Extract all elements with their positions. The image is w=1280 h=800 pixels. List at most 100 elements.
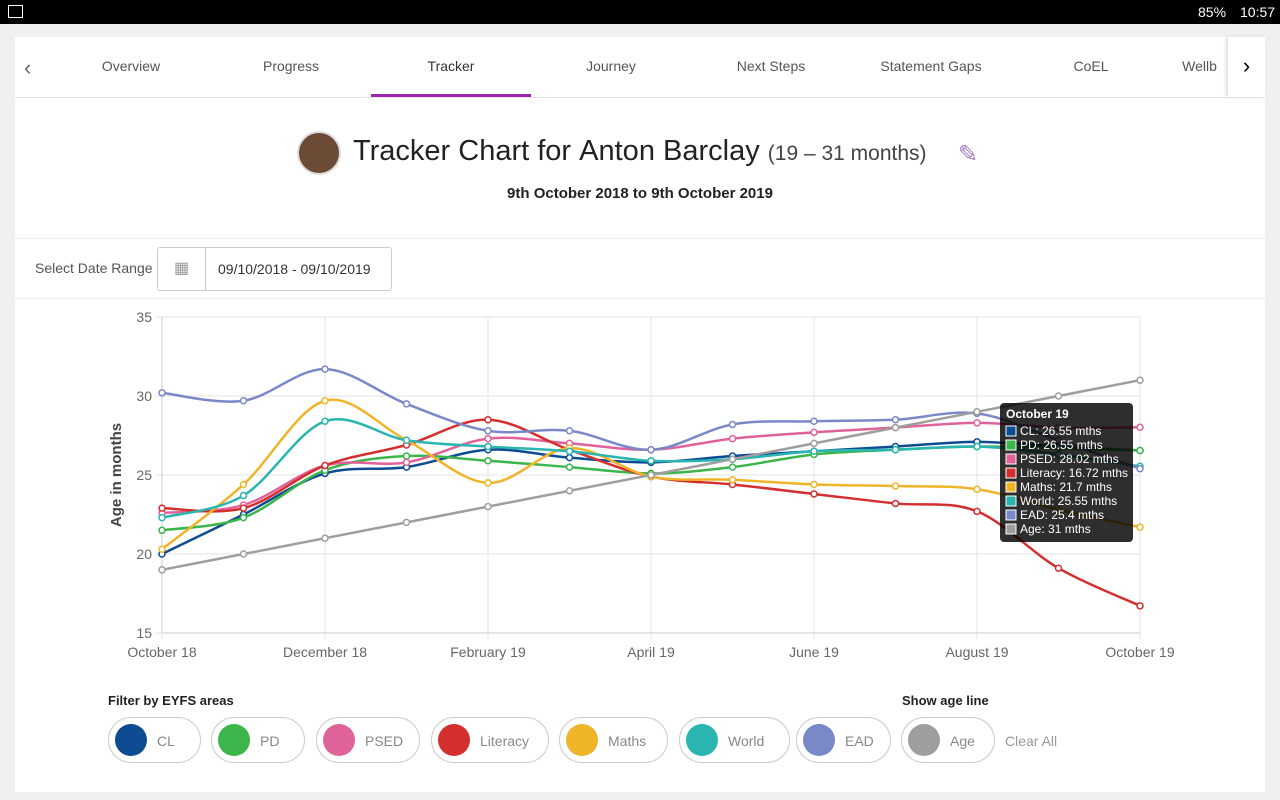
date-range-picker[interactable]: ▦ 09/10/2018 - 09/10/2019	[157, 247, 392, 291]
data-point	[891, 482, 900, 490]
data-point	[565, 487, 574, 495]
tooltip-title: October 19	[1006, 407, 1069, 421]
x-tick-label: October 19	[1105, 644, 1174, 660]
data-point	[484, 415, 492, 424]
data-point	[158, 545, 166, 554]
data-point	[1054, 392, 1063, 400]
age-line-label: Show age line	[902, 693, 989, 708]
data-point	[973, 408, 981, 416]
data-point	[484, 427, 492, 435]
chip-label: Literacy	[480, 733, 530, 749]
data-point	[1054, 564, 1063, 572]
x-tick-label: October 18	[127, 644, 196, 660]
child-name: Anton Barclay	[579, 135, 760, 167]
x-tick-label: April 19	[627, 644, 675, 660]
data-point	[891, 415, 900, 424]
clear-all[interactable]: Clear All	[1005, 733, 1058, 749]
filter-chip[interactable]: EAD	[796, 717, 891, 763]
tab[interactable]: Next Steps	[736, 58, 806, 74]
data-point	[239, 491, 248, 500]
data-point	[239, 396, 248, 405]
data-point	[565, 463, 574, 471]
area-icon	[218, 724, 250, 756]
data-point	[158, 526, 166, 535]
tooltip-item: Literacy: 16.72 mths	[1020, 466, 1128, 480]
age-chip[interactable]: Age	[901, 717, 995, 763]
filter-chip[interactable]: World	[679, 717, 790, 763]
y-axis-title: Age in months	[108, 423, 125, 527]
tab-next[interactable]: ›	[1228, 37, 1265, 97]
filter-chip[interactable]: PSED	[316, 717, 420, 763]
area-icon	[803, 724, 835, 756]
tooltip-box	[1000, 403, 1133, 542]
tooltip-item: PD: 26.55 mths	[1020, 438, 1103, 452]
area-icon	[686, 724, 718, 756]
tab[interactable]: CoEL	[1073, 58, 1109, 74]
chart: 15 20 25 30 35 October 18 December 18 February …	[108, 309, 1175, 660]
data-point	[321, 396, 329, 405]
tooltip-item: Maths: 21.7 mths	[1020, 480, 1112, 494]
tooltip-swatch	[1005, 523, 1017, 535]
age-chip-label: Age	[950, 733, 975, 749]
data-point	[891, 423, 900, 432]
filter-label: Filter by EYFS areas	[108, 693, 234, 708]
status-bar: 85% 10:57	[0, 0, 1280, 24]
data-point	[1136, 446, 1144, 455]
tooltip-swatch	[1005, 495, 1017, 507]
data-point	[810, 447, 818, 456]
data-point	[402, 436, 411, 444]
tab[interactable]: Overview	[101, 58, 161, 74]
y-tick-label: 20	[136, 546, 152, 562]
data-point	[891, 445, 900, 454]
x-tick-label: December 18	[283, 644, 367, 660]
filter-chip[interactable]: Literacy	[431, 717, 549, 763]
area-icon	[566, 724, 598, 756]
data-point	[402, 458, 411, 467]
battery: 85%	[1198, 4, 1227, 20]
age-range: (19 – 31 months)	[767, 142, 927, 165]
data-point	[402, 452, 411, 460]
data-point	[239, 504, 248, 512]
tab[interactable]: Statement Gaps	[880, 58, 982, 74]
filter-chip[interactable]: Maths	[559, 717, 668, 763]
tab-prev[interactable]: ‹	[24, 55, 32, 80]
data-point	[1136, 376, 1144, 384]
filter-chip[interactable]: CL	[108, 717, 201, 763]
date-subtitle: 9th October 2018 to 9th October 2019	[507, 185, 773, 202]
tab[interactable]: Tracker	[427, 58, 475, 74]
data-point	[402, 400, 411, 408]
data-point	[728, 463, 737, 471]
clock: 10:57	[1240, 4, 1276, 20]
data-point	[484, 442, 492, 451]
tooltip-item: Age: 31 mths	[1020, 522, 1091, 536]
edit-icon[interactable]: ✎	[958, 141, 979, 168]
tab[interactable]: Journey	[586, 58, 636, 74]
data-point	[565, 453, 574, 462]
y-tick-label: 25	[136, 467, 152, 483]
filter-chip[interactable]: PD	[211, 717, 305, 763]
data-point	[158, 566, 166, 574]
tab[interactable]: Progress	[262, 58, 320, 74]
data-point	[728, 475, 737, 484]
page-title: Tracker Chart for Anton Barclay (19 – 31…	[353, 135, 927, 168]
data-point	[158, 513, 166, 522]
data-point	[810, 417, 818, 426]
data-point	[891, 499, 900, 508]
avatar	[297, 131, 341, 175]
tooltip-swatch	[1005, 439, 1017, 451]
data-point	[728, 420, 737, 429]
data-point	[239, 480, 248, 489]
data-point	[973, 507, 981, 516]
tab[interactable]: Wellb	[1182, 58, 1217, 74]
data-point	[239, 513, 248, 522]
data-point	[810, 480, 818, 489]
data-point	[484, 434, 492, 443]
tooltip-swatch	[1005, 425, 1017, 437]
y-tick-label: 30	[136, 388, 152, 404]
chip-label: CL	[157, 733, 175, 749]
x-tick-label: August 19	[945, 644, 1008, 660]
chip-label: Maths	[608, 733, 647, 749]
data-point	[1136, 464, 1144, 473]
data-point	[728, 455, 737, 463]
